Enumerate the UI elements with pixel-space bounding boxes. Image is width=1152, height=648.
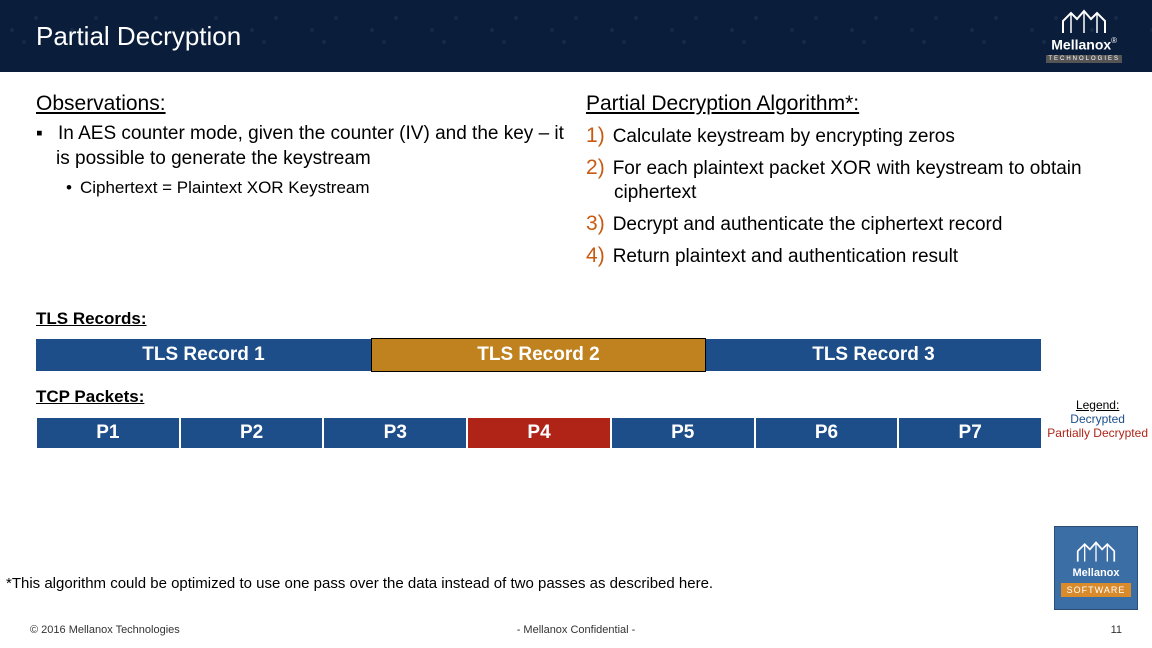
footnote: *This algorithm could be optimized to us… <box>6 575 713 592</box>
observation-sublist: Ciphertext = Plaintext XOR Keystream <box>56 177 566 199</box>
tcp-packet-box: P2 <box>180 417 324 449</box>
legend-partial: Partially Decrypted <box>1047 426 1148 440</box>
footer-logo: Mellanox SOFTWARE <box>1054 526 1138 610</box>
observation-text: In AES counter mode, given the counter (… <box>56 123 564 169</box>
algorithm-step: Decrypt and authenticate the ciphertext … <box>614 210 1116 238</box>
observations-list: In AES counter mode, given the counter (… <box>36 122 566 199</box>
legend-decrypted: Decrypted <box>1047 412 1148 426</box>
bridge-icon <box>1061 9 1107 35</box>
algorithm-step: For each plaintext packet XOR with keyst… <box>614 154 1116 206</box>
slide-title: Partial Decryption <box>36 21 241 52</box>
algorithm-steps: Calculate keystream by encrypting zeros … <box>586 122 1116 269</box>
legend: Legend: Decrypted Partially Decrypted <box>1047 398 1148 440</box>
observation-item: In AES counter mode, given the counter (… <box>56 122 566 199</box>
algorithm-heading: Partial Decryption Algorithm*: <box>586 92 1116 116</box>
tcp-packet-box: P7 <box>898 417 1042 449</box>
observations-heading: Observations: <box>36 92 566 116</box>
tcp-packet-box: P1 <box>36 417 180 449</box>
footer-confidential: - Mellanox Confidential - <box>394 624 758 636</box>
mellanox-logo: Mellanox® TECHNOLOGIES <box>1046 9 1122 62</box>
tls-record-overlay <box>371 338 706 372</box>
tls-records-section: TLS Records: TLS Record 1TLS Record 2TLS… <box>0 309 1152 371</box>
footer-logo-software: SOFTWARE <box>1061 583 1132 597</box>
algorithm-step: Calculate keystream by encrypting zeros <box>614 122 1116 150</box>
tcp-packet-box: P6 <box>755 417 899 449</box>
legend-title: Legend: <box>1047 398 1148 412</box>
tcp-packet-box: P3 <box>323 417 467 449</box>
tcp-packets-section: TCP Packets: P1P2P3P4P5P6P7 <box>0 387 1152 449</box>
algorithm-column: Partial Decryption Algorithm*: Calculate… <box>586 92 1116 273</box>
slide-header: Partial Decryption Mellanox® TECHNOLOGIE… <box>0 0 1152 72</box>
bridge-icon <box>1076 540 1116 564</box>
content-area: Observations: In AES counter mode, given… <box>0 72 1152 273</box>
algorithm-step: Return plaintext and authentication resu… <box>614 242 1116 270</box>
tcp-packet-box: P4 <box>467 417 611 449</box>
logo-sub-text: TECHNOLOGIES <box>1046 55 1122 63</box>
tls-record-box: TLS Record 3 <box>706 339 1041 371</box>
footer: © 2016 Mellanox Technologies - Mellanox … <box>0 612 1152 648</box>
tcp-packets-label: TCP Packets: <box>36 387 1116 407</box>
observation-subitem: Ciphertext = Plaintext XOR Keystream <box>82 177 566 199</box>
tls-records-row: TLS Record 1TLS Record 2TLS Record 3 <box>36 339 1042 371</box>
footer-copyright: © 2016 Mellanox Technologies <box>30 624 394 636</box>
tcp-packets-row: P1P2P3P4P5P6P7 <box>36 417 1042 449</box>
logo-brand-text: Mellanox <box>1051 37 1111 53</box>
tls-records-label: TLS Records: <box>36 309 1116 329</box>
footer-logo-brand: Mellanox <box>1072 567 1119 579</box>
tls-record-box: TLS Record 1 <box>36 339 371 371</box>
footer-page-number: 11 <box>758 624 1122 636</box>
tcp-packet-box: P5 <box>611 417 755 449</box>
observations-column: Observations: In AES counter mode, given… <box>36 92 566 273</box>
